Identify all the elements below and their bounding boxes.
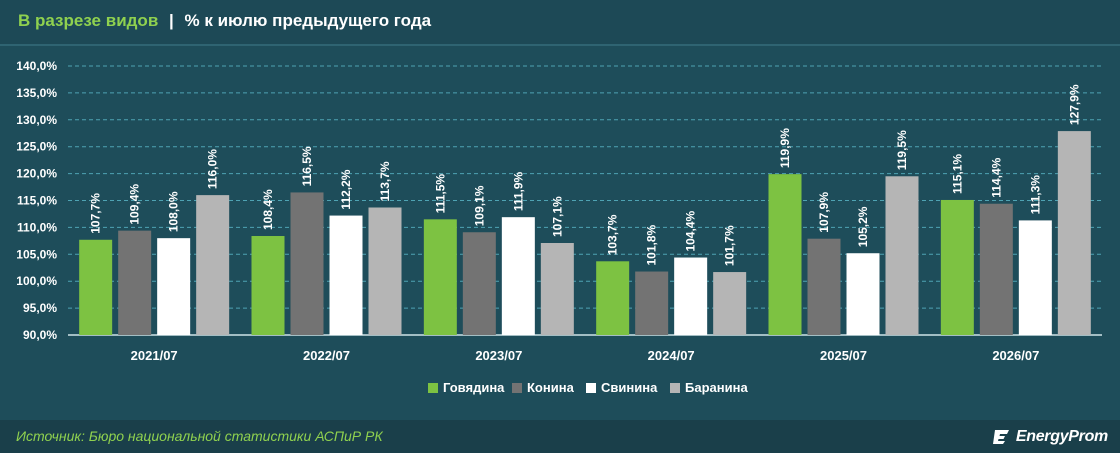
y-tick-label: 95,0% bbox=[23, 301, 57, 315]
bar bbox=[1018, 220, 1052, 335]
data-label: 101,7% bbox=[723, 225, 737, 266]
bar bbox=[79, 239, 113, 335]
bar bbox=[251, 236, 285, 335]
data-label: 111,9% bbox=[511, 171, 525, 211]
chart-header: В разрезе видов | % к июлю предыдущего г… bbox=[0, 0, 1120, 46]
y-tick-label: 130,0% bbox=[16, 113, 57, 127]
bar bbox=[846, 253, 880, 335]
bar bbox=[540, 243, 574, 335]
brand-logo: EnergyProm bbox=[992, 426, 1108, 448]
data-label: 103,7% bbox=[606, 214, 620, 255]
legend-swatch bbox=[670, 383, 680, 393]
data-label: 107,7% bbox=[89, 193, 103, 234]
legend-label: Конина bbox=[527, 380, 575, 395]
data-label: 127,9% bbox=[1067, 84, 1081, 125]
data-label: 111,5% bbox=[433, 174, 447, 214]
bar bbox=[979, 203, 1013, 335]
chart-footer: Источник: Бюро национальной статистики А… bbox=[0, 420, 1120, 453]
data-label: 108,4% bbox=[261, 189, 275, 230]
chart-title: В разрезе видов | % к июлю предыдущего г… bbox=[18, 11, 431, 31]
x-tick-label: 2021/07 bbox=[131, 348, 178, 363]
data-label: 112,2% bbox=[339, 169, 353, 209]
title-rest: % к июлю предыдущего года bbox=[184, 11, 432, 30]
y-tick-label: 105,0% bbox=[16, 247, 57, 261]
bar bbox=[368, 207, 402, 335]
y-tick-label: 115,0% bbox=[17, 194, 57, 208]
bar bbox=[713, 272, 747, 335]
bar bbox=[635, 271, 669, 335]
bar bbox=[157, 238, 191, 335]
x-tick-label: 2024/07 bbox=[648, 348, 695, 363]
bar bbox=[674, 257, 708, 335]
data-label: 115,1% bbox=[950, 154, 964, 194]
legend-swatch bbox=[586, 383, 596, 393]
data-label: 108,0% bbox=[167, 191, 181, 232]
bar-chart: 90,0% 95,0% 100,0% 105,0% 110,0% 115,0% 120,0%… bbox=[16, 59, 1102, 395]
x-tick-label: 2022/07 bbox=[303, 348, 350, 363]
data-label: 104,4% bbox=[684, 210, 698, 251]
data-label: 107,1% bbox=[550, 196, 564, 237]
bar bbox=[329, 215, 363, 335]
legend-swatch bbox=[512, 383, 522, 393]
y-tick-label: 125,0% bbox=[16, 140, 57, 154]
y-tick-label: 140,0% bbox=[16, 59, 57, 73]
logo-text: EnergyProm bbox=[1015, 428, 1108, 445]
bar bbox=[501, 217, 535, 335]
x-tick-label: 2025/07 bbox=[820, 348, 867, 363]
data-label: 105,2% bbox=[856, 206, 870, 247]
data-label: 107,9% bbox=[817, 192, 831, 233]
y-tick-label: 135,0% bbox=[16, 86, 57, 100]
bar bbox=[196, 195, 230, 335]
bar bbox=[462, 232, 496, 335]
data-label: 116,5% bbox=[300, 146, 314, 186]
y-tick-label: 90,0% bbox=[23, 328, 57, 342]
data-label: 111,3% bbox=[1028, 175, 1042, 215]
data-label: 109,1% bbox=[472, 185, 486, 226]
legend-label: Свинина bbox=[601, 380, 658, 395]
legend-label: Баранина bbox=[685, 380, 748, 395]
data-label: 101,8% bbox=[645, 224, 659, 265]
bar bbox=[807, 238, 841, 335]
y-tick-label: 100,0% bbox=[16, 274, 57, 288]
bar bbox=[1057, 131, 1091, 335]
bar bbox=[118, 230, 152, 335]
y-tick-label: 110,0% bbox=[17, 220, 57, 234]
bar bbox=[423, 219, 457, 335]
bar bbox=[596, 261, 630, 335]
source-note: Источник: Бюро национальной статистики А… bbox=[16, 428, 383, 444]
title-accent: В разрезе видов bbox=[18, 11, 159, 30]
y-tick-label: 120,0% bbox=[16, 167, 57, 181]
bar bbox=[768, 174, 802, 335]
bar bbox=[885, 176, 919, 335]
data-label: 116,0% bbox=[206, 149, 220, 189]
bar bbox=[290, 192, 324, 335]
x-tick-label: 2026/07 bbox=[992, 348, 1039, 363]
data-label: 119,9% bbox=[778, 128, 792, 168]
x-tick-label: 2023/07 bbox=[475, 348, 522, 363]
data-label: 114,4% bbox=[989, 157, 1003, 197]
legend-swatch bbox=[428, 383, 438, 393]
data-label: 113,7% bbox=[378, 161, 392, 201]
title-separator: | bbox=[169, 11, 174, 30]
data-label: 109,4% bbox=[128, 184, 142, 225]
bar bbox=[940, 199, 974, 335]
energyprom-logo-icon bbox=[992, 430, 1009, 444]
legend-label: Говядина bbox=[443, 380, 505, 395]
data-label: 119,5% bbox=[895, 130, 909, 170]
